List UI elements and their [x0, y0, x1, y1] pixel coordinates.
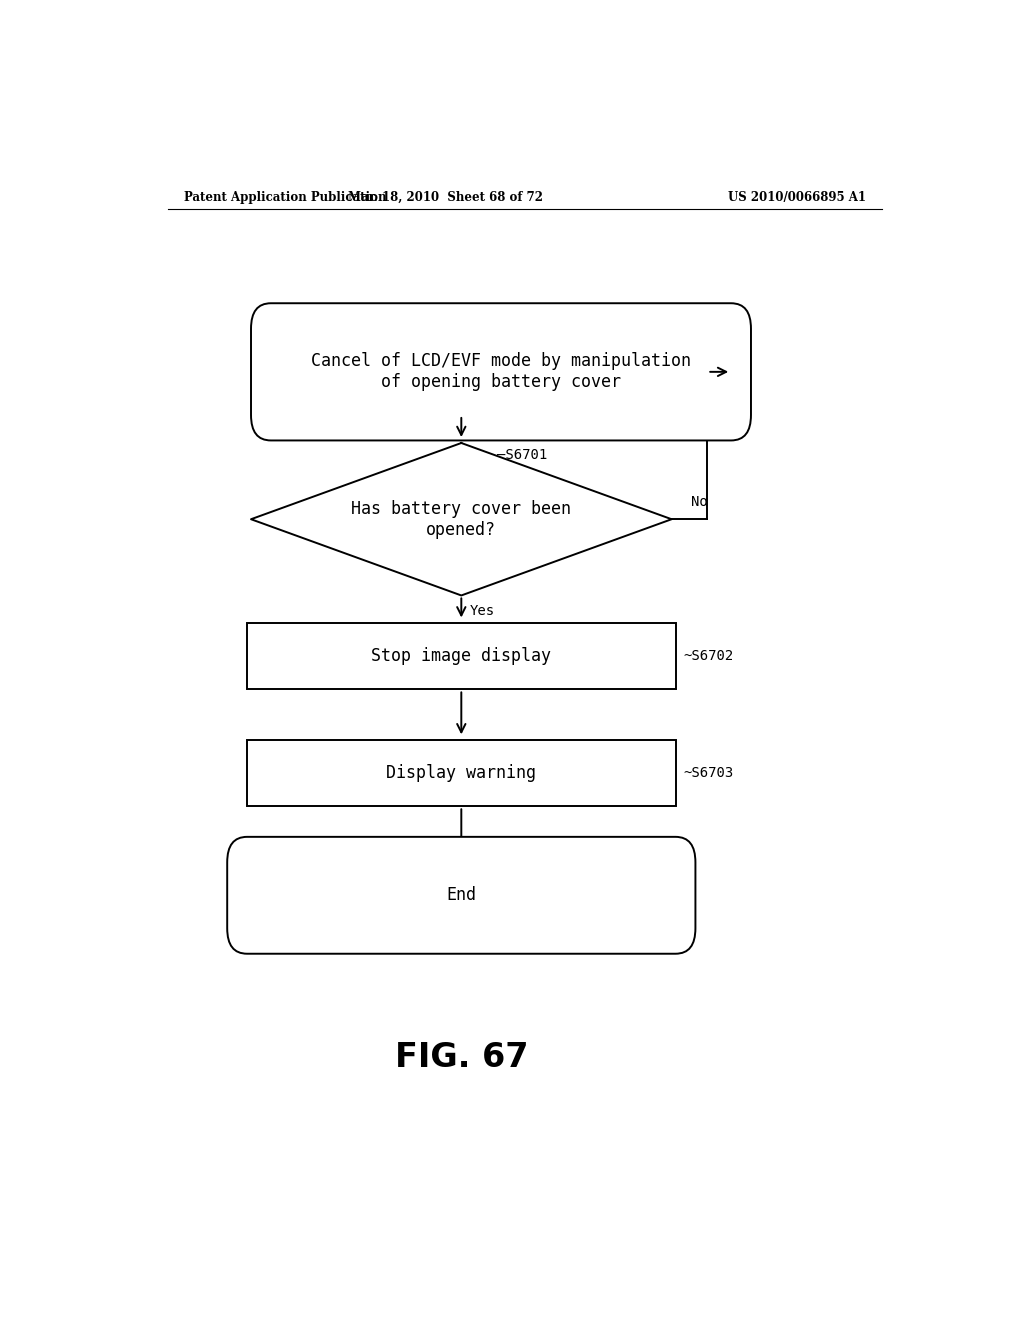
Text: Has battery cover been
opened?: Has battery cover been opened? [351, 500, 571, 539]
FancyBboxPatch shape [227, 837, 695, 954]
Bar [247, 741, 676, 807]
FancyBboxPatch shape [251, 304, 751, 441]
Text: FIG. 67: FIG. 67 [394, 1041, 528, 1074]
Text: Display warning: Display warning [386, 764, 537, 783]
Text: Mar. 18, 2010  Sheet 68 of 72: Mar. 18, 2010 Sheet 68 of 72 [348, 190, 543, 203]
Text: Stop image display: Stop image display [372, 647, 551, 665]
Text: ~S6702: ~S6702 [684, 649, 734, 664]
Text: US 2010/0066895 A1: US 2010/0066895 A1 [728, 190, 866, 203]
Text: ~S6703: ~S6703 [684, 767, 734, 780]
Text: Cancel of LCD/EVF mode by manipulation
of opening battery cover: Cancel of LCD/EVF mode by manipulation o… [311, 352, 691, 391]
Text: —S6701: —S6701 [497, 447, 547, 462]
Text: End: End [446, 886, 476, 904]
Text: Yes: Yes [469, 603, 495, 618]
Text: Patent Application Publication: Patent Application Publication [183, 190, 386, 203]
Polygon shape [251, 444, 672, 595]
Bar [247, 623, 676, 689]
Text: No: No [691, 495, 709, 510]
